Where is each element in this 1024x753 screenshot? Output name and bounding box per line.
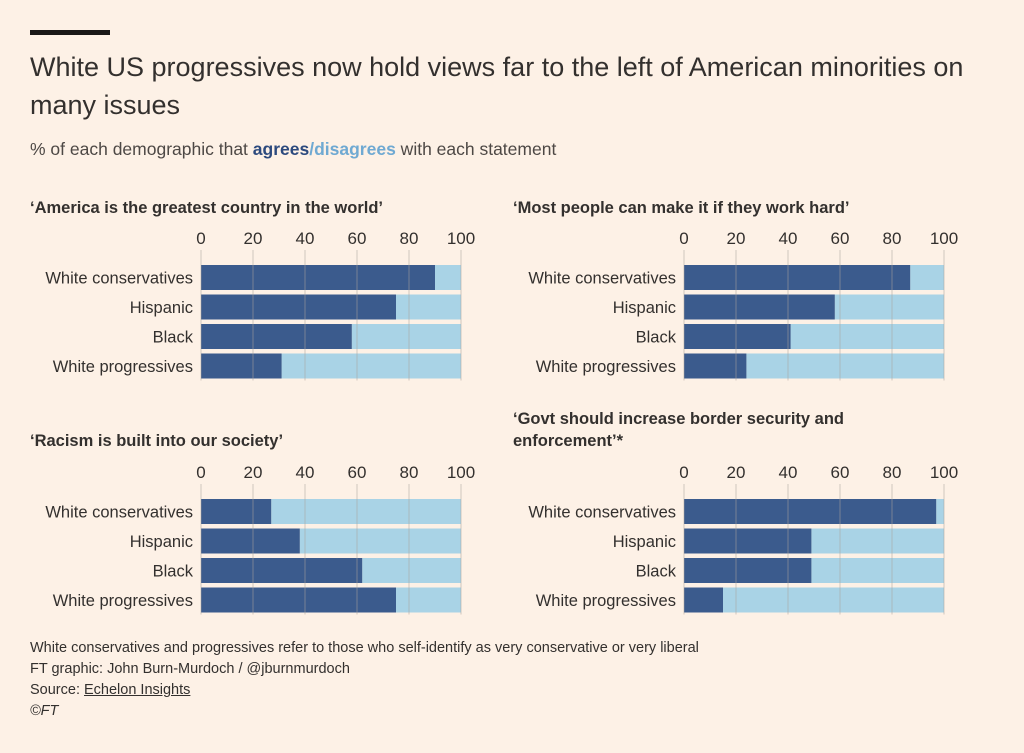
- category-label: Hispanic: [130, 533, 193, 551]
- bar-disagrees-white-conservatives: [435, 265, 461, 290]
- bar-agrees-white-progressives: [201, 587, 396, 613]
- x-tick-label: 40: [779, 229, 798, 248]
- chart-4-title: ‘Govt should increase border security an…: [513, 410, 845, 450]
- x-tick-label: 100: [447, 229, 475, 248]
- x-tick-label: 80: [400, 229, 419, 248]
- x-tick-label: 0: [196, 229, 205, 248]
- category-label: White conservatives: [528, 270, 676, 288]
- x-tick-label: 20: [727, 463, 746, 482]
- chart-3-racism: 0 20 40 60 80 100 White conservatives Hispanic B…: [45, 463, 475, 615]
- bar-agrees-black: [201, 324, 352, 349]
- x-tick-label: 100: [930, 229, 958, 248]
- x-tick-label: 0: [679, 463, 688, 482]
- subtitle-suffix: with each statement: [395, 139, 557, 159]
- bar-agrees-black: [684, 324, 791, 349]
- bar-disagrees-white-conservatives: [271, 499, 461, 524]
- subtitle-prefix: % of each demographic that: [30, 139, 253, 159]
- source-prefix: Source:: [30, 682, 84, 698]
- bar-disagrees-white-conservatives: [910, 265, 944, 290]
- chart-subtitle: % of each demographic that agrees/disagr…: [30, 139, 556, 160]
- x-tick-label: 20: [727, 229, 746, 248]
- legend-agrees: agrees: [252, 139, 310, 159]
- chart-headline: White US progressives now hold views far…: [30, 52, 964, 120]
- category-label: Black: [153, 563, 194, 581]
- bar-disagrees-hispanic: [834, 294, 944, 320]
- bar-disagrees-hispanic: [396, 294, 461, 320]
- bar-disagrees-hispanic: [299, 528, 461, 554]
- bar-agrees-hispanic: [201, 294, 396, 320]
- category-label: Black: [153, 329, 194, 347]
- x-tick-label: 60: [831, 463, 850, 482]
- chart-3-title: ‘Racism is built into our society’: [30, 432, 284, 450]
- chart-2-title: ‘Most people can make it if they work ha…: [513, 199, 850, 217]
- x-tick-label: 80: [883, 229, 902, 248]
- legend-disagrees: disagrees: [314, 139, 396, 159]
- bar-agrees-white-progressives: [684, 587, 723, 613]
- chart-1-title: ‘America is the greatest country in the …: [30, 199, 384, 217]
- bar-agrees-white-progressives: [201, 353, 282, 379]
- bar-agrees-white-conservatives: [684, 499, 937, 524]
- category-label: Hispanic: [613, 533, 676, 551]
- category-label: White conservatives: [528, 504, 676, 522]
- category-label: Hispanic: [613, 299, 676, 317]
- bar-disagrees-white-progressives: [723, 587, 944, 613]
- chart-2-work-hard: 0 20 40 60 80 100 White conservatives Hispanic B…: [528, 229, 958, 381]
- x-tick-label: 40: [779, 463, 798, 482]
- category-label: Black: [636, 329, 677, 347]
- x-tick-label: 0: [196, 463, 205, 482]
- category-label: White progressives: [53, 592, 193, 610]
- bar-disagrees-white-conservatives: [936, 499, 944, 524]
- copyright: ©FT: [30, 703, 59, 719]
- bar-agrees-white-conservatives: [201, 499, 272, 524]
- x-tick-label: 100: [447, 463, 475, 482]
- category-label: White progressives: [536, 592, 676, 610]
- bar-disagrees-white-progressives: [281, 353, 461, 379]
- footer: White conservatives and progressives ref…: [30, 638, 699, 722]
- bar-disagrees-black: [362, 558, 461, 583]
- x-tick-label: 60: [348, 463, 367, 482]
- x-tick-label: 0: [679, 229, 688, 248]
- x-tick-label: 60: [348, 229, 367, 248]
- bar-agrees-hispanic: [201, 528, 300, 554]
- x-tick-label: 80: [400, 463, 419, 482]
- source-link[interactable]: Echelon Insights: [84, 682, 191, 698]
- bar-agrees-hispanic: [684, 528, 812, 554]
- bar-disagrees-white-progressives: [746, 353, 944, 379]
- bar-disagrees-hispanic: [811, 528, 944, 554]
- bar-agrees-white-conservatives: [201, 265, 435, 290]
- legend-slash: /: [309, 139, 315, 159]
- bar-agrees-black: [684, 558, 812, 583]
- bar-disagrees-black: [811, 558, 944, 583]
- bar-disagrees-black: [790, 324, 944, 349]
- category-label: White progressives: [536, 358, 676, 376]
- x-tick-label: 20: [244, 463, 263, 482]
- footer-credit: FT graphic: John Burn-Murdoch / @jburnmu…: [30, 661, 350, 677]
- category-label: Black: [636, 563, 677, 581]
- category-label: White progressives: [53, 358, 193, 376]
- x-tick-label: 40: [296, 463, 315, 482]
- x-tick-label: 80: [883, 463, 902, 482]
- x-tick-label: 100: [930, 463, 958, 482]
- chart-1-greatest-country: 0 20 40 60 80 100 White conservatives Hispanic B…: [45, 229, 475, 381]
- bar-agrees-white-progressives: [684, 353, 747, 379]
- bar-disagrees-white-progressives: [396, 587, 461, 613]
- bar-agrees-hispanic: [684, 294, 835, 320]
- footer-note: White conservatives and progressives ref…: [30, 640, 699, 656]
- x-tick-label: 20: [244, 229, 263, 248]
- chart-4-border-security: 0 20 40 60 80 100 White conservatives Hispanic B…: [528, 463, 958, 615]
- bar-disagrees-black: [351, 324, 461, 349]
- brand-top-rule: [30, 30, 110, 35]
- category-label: White conservatives: [45, 270, 193, 288]
- x-tick-label: 40: [296, 229, 315, 248]
- category-label: Hispanic: [130, 299, 193, 317]
- bar-agrees-white-conservatives: [684, 265, 911, 290]
- x-tick-label: 60: [831, 229, 850, 248]
- footer-source: Source: Echelon Insights: [30, 680, 699, 701]
- category-label: White conservatives: [45, 504, 193, 522]
- bar-agrees-black: [201, 558, 363, 583]
